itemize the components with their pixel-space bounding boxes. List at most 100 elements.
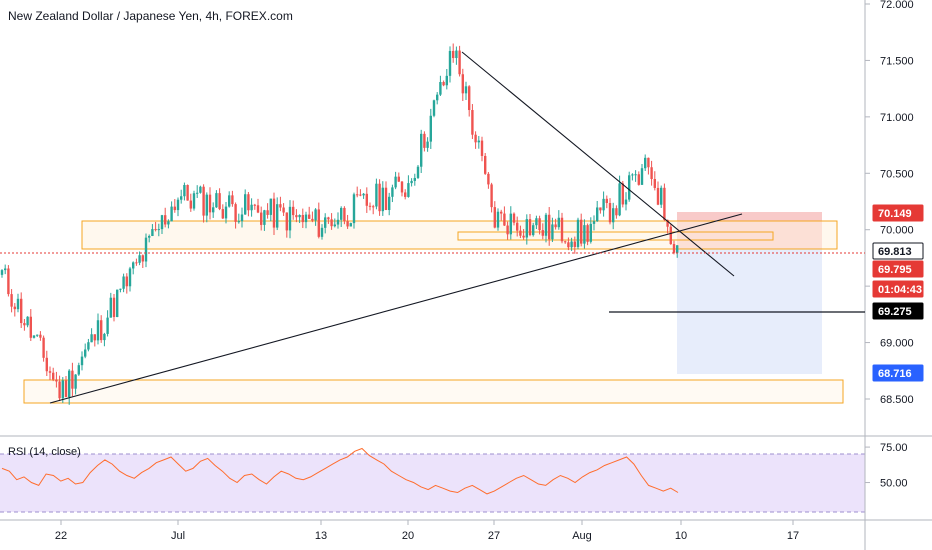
candle-body xyxy=(176,199,180,211)
candle-body xyxy=(330,219,333,227)
candle-body xyxy=(535,218,538,226)
candle-body xyxy=(154,229,157,231)
candle-body xyxy=(378,183,381,212)
support-zone-lower xyxy=(23,379,844,404)
candle-body xyxy=(352,194,356,224)
candle-body xyxy=(266,210,269,215)
candle-body xyxy=(234,204,237,222)
candle-body xyxy=(196,192,199,194)
candle-body xyxy=(20,298,23,324)
candle-body xyxy=(359,194,362,196)
candle-body xyxy=(336,219,340,225)
candle-body xyxy=(528,219,532,236)
time-axis-ticks: 22 Jul 13 20 27 Aug 10 17 xyxy=(55,520,799,542)
candle-body xyxy=(87,342,90,350)
candle-body xyxy=(455,50,458,59)
candle-body xyxy=(256,205,260,213)
candle-body xyxy=(218,193,221,210)
candle-body xyxy=(676,245,679,253)
time-tick-label: 20 xyxy=(402,530,414,542)
candle-body xyxy=(349,223,352,227)
candle-body xyxy=(144,237,148,262)
candle-body xyxy=(148,236,151,238)
candle-body xyxy=(189,200,192,209)
candlestick-series xyxy=(0,43,679,405)
candle-body xyxy=(640,168,644,185)
candle-body xyxy=(324,217,327,228)
candle-body xyxy=(221,209,224,219)
candle-body xyxy=(32,335,36,338)
candle-body xyxy=(295,215,298,218)
price-badge xyxy=(872,364,924,382)
price-tick-label: 70.000 xyxy=(880,225,914,237)
candle-body xyxy=(276,204,279,228)
candle-body xyxy=(471,110,474,135)
candle-body xyxy=(68,370,71,398)
candle-body xyxy=(282,207,285,213)
candle-body xyxy=(458,50,461,75)
candle-body xyxy=(23,323,26,326)
candle-body xyxy=(621,183,624,205)
candle-body xyxy=(554,224,557,228)
candle-body xyxy=(669,226,672,245)
candle-body xyxy=(650,167,653,180)
candle-body xyxy=(250,204,253,211)
candle-body xyxy=(10,294,13,307)
candle-body xyxy=(135,262,138,264)
candle-body xyxy=(474,134,477,143)
price-badge-label: 68.716 xyxy=(878,368,912,380)
candle-body xyxy=(637,174,640,185)
candle-body xyxy=(439,82,442,95)
rsi-band xyxy=(0,454,865,512)
candle-body xyxy=(346,221,349,227)
candle-body xyxy=(279,204,282,208)
candle-body xyxy=(138,255,141,263)
candle-body xyxy=(141,255,144,262)
candle-body xyxy=(173,206,176,211)
price-tick-label: 72.000 xyxy=(880,0,914,11)
candle-body xyxy=(368,205,372,207)
candle-body xyxy=(512,213,516,223)
candle-body xyxy=(208,194,212,213)
price-axis-ticks: 72.00071.50071.00070.50070.00069.50069.0… xyxy=(865,0,914,406)
candle-body xyxy=(448,50,452,76)
candle-body xyxy=(548,214,551,240)
candle-body xyxy=(608,203,612,223)
candle-body xyxy=(407,183,410,197)
price-tick-label: 71.000 xyxy=(880,112,914,124)
chart-title: New Zealand Dollar / Japanese Yen, 4h, F… xyxy=(8,9,293,23)
candle-body xyxy=(224,206,228,219)
candle-body xyxy=(583,225,586,244)
candle-body xyxy=(16,298,20,310)
falling-trendline[interactable] xyxy=(461,51,735,277)
candle-body xyxy=(644,157,647,169)
candle-body xyxy=(333,224,336,227)
candle-body xyxy=(496,211,500,228)
time-tick-label: 13 xyxy=(315,530,327,542)
candle-body xyxy=(426,141,429,148)
candle-body xyxy=(602,198,605,211)
candle-body xyxy=(480,140,484,156)
rising-trendline[interactable] xyxy=(49,213,743,404)
candle-body xyxy=(260,212,263,225)
candle-body xyxy=(269,198,272,215)
candle-body xyxy=(71,370,74,389)
candle-body xyxy=(429,115,432,142)
candle-body xyxy=(285,212,288,231)
candle-body xyxy=(372,206,375,208)
candle-body xyxy=(663,187,666,220)
candle-body xyxy=(666,219,669,227)
candle-body xyxy=(564,241,567,243)
candle-body xyxy=(96,320,100,341)
price-tick-label: 69.000 xyxy=(880,338,914,350)
candle-body xyxy=(567,242,570,248)
price-tick-label: 70.500 xyxy=(880,168,914,180)
candle-body xyxy=(624,199,628,205)
candle-body xyxy=(199,186,202,193)
candle-body xyxy=(160,215,164,230)
rsi-tick-label: 50.00 xyxy=(880,478,908,490)
candle-body xyxy=(240,214,244,222)
candle-body xyxy=(42,337,45,358)
price-badge-label: 70.149 xyxy=(878,208,912,220)
candle-body xyxy=(4,268,7,271)
